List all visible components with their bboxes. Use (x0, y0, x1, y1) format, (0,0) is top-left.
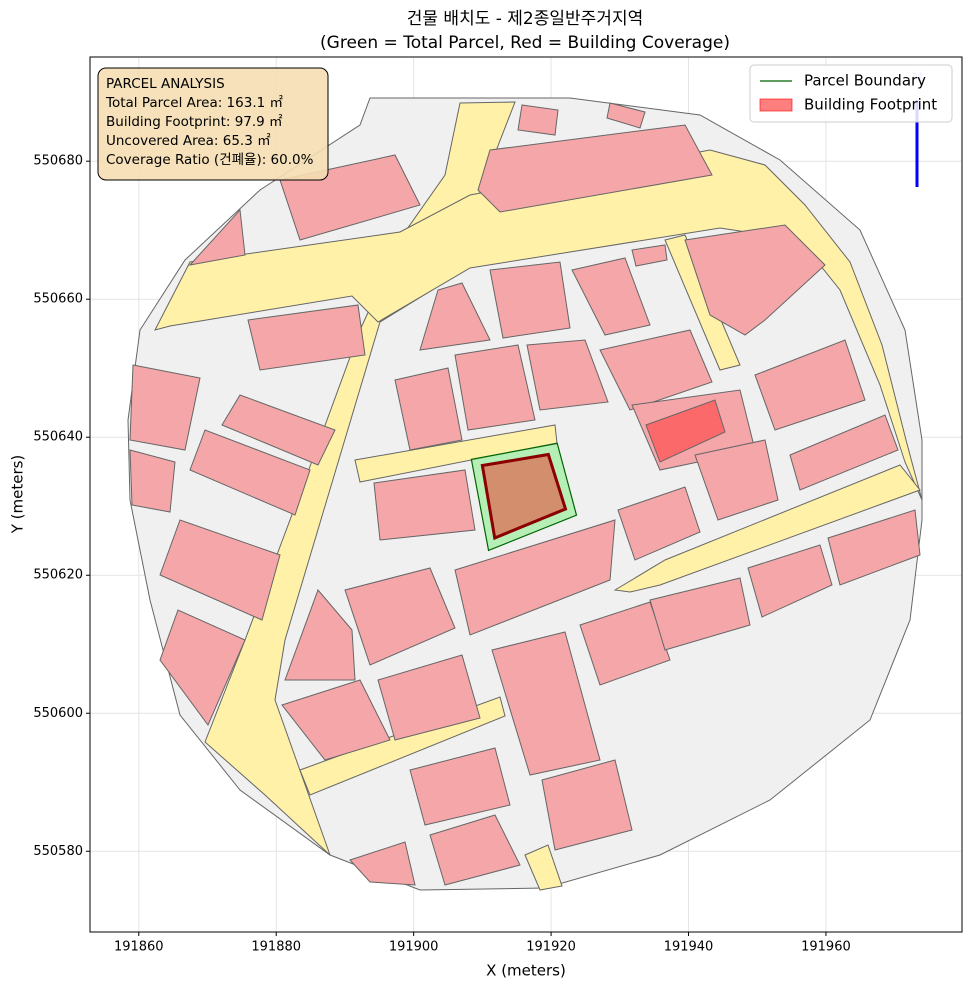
building (409, 747, 511, 826)
building (526, 339, 609, 411)
building (129, 364, 201, 451)
plot-frame (89, 56, 963, 933)
road (524, 844, 563, 891)
building (579, 601, 671, 686)
building (789, 414, 899, 491)
building (754, 339, 866, 431)
building (571, 257, 651, 336)
building (429, 814, 521, 886)
building (491, 631, 601, 776)
legend: Parcel Boundary Building Footprint (749, 64, 953, 123)
building (188, 208, 246, 266)
legend-box (749, 64, 953, 123)
building (189, 429, 311, 516)
parcel (470, 442, 578, 552)
building-footprint (480, 452, 568, 541)
building (394, 367, 463, 451)
x-tick-label: 191940 (664, 940, 714, 955)
road (664, 234, 741, 371)
x-tick-label: 191960 (801, 940, 851, 955)
building (159, 609, 246, 726)
building (129, 449, 176, 513)
building (454, 519, 616, 636)
highlighted-building (645, 399, 726, 463)
x-tick-label: 191880 (251, 940, 301, 955)
x-tick-label: 191860 (114, 940, 164, 955)
road (613, 464, 921, 593)
annotation-line: PARCEL ANALYSIS (106, 76, 225, 92)
building (694, 439, 779, 521)
building (281, 679, 391, 761)
building (517, 104, 559, 136)
annotation-line: Building Footprint: 97.9 ㎡ (106, 114, 283, 130)
y-tick-label: 550620 (33, 568, 83, 583)
plot-layer (470, 442, 578, 552)
building (349, 841, 416, 886)
building (284, 589, 356, 681)
x-tick-label: 191900 (389, 940, 439, 955)
building (599, 329, 713, 411)
building (477, 124, 713, 213)
building (489, 261, 571, 339)
building (747, 544, 833, 618)
building (419, 282, 491, 351)
chart-subtitle: (Green = Total Parcel, Red = Building Co… (320, 33, 730, 53)
building (631, 244, 668, 267)
annotation: PARCEL ANALYSIS Total Parcel Area: 163.1 … (97, 67, 329, 181)
annotation-line: Total Parcel Area: 163.1 ㎡ (105, 95, 283, 111)
legend-label: Parcel Boundary (804, 72, 926, 90)
building (373, 469, 476, 541)
building (344, 567, 456, 666)
x-axis-label: X (meters) (486, 962, 566, 980)
building (377, 654, 481, 741)
building (221, 394, 336, 466)
y-tick-label: 550600 (33, 706, 83, 721)
building (606, 102, 646, 129)
building (617, 486, 701, 561)
x-tick-label: 191920 (526, 940, 576, 955)
chart-title: 건물 배치도 - 제2종일반주거지역 (407, 9, 643, 29)
legend-label: Building Footprint (804, 96, 937, 114)
y-tick-label: 550680 (33, 154, 83, 169)
building (247, 304, 366, 371)
annotation-box (97, 67, 329, 181)
annotation-line: Uncovered Area: 65.3 ㎡ (106, 133, 271, 149)
building (541, 759, 633, 851)
building (454, 344, 536, 431)
legend-patch (759, 98, 793, 112)
annotation-line: Coverage Ratio (건폐율): 60.0% (106, 152, 314, 168)
y-tick-label: 550640 (33, 430, 83, 445)
y-tick-label: 550660 (33, 292, 83, 307)
building (649, 577, 751, 651)
building (827, 509, 921, 586)
y-axis-label: Y (meters) (9, 455, 27, 535)
y-tick-label: 550580 (33, 844, 83, 859)
building (684, 224, 826, 336)
building (159, 519, 281, 621)
